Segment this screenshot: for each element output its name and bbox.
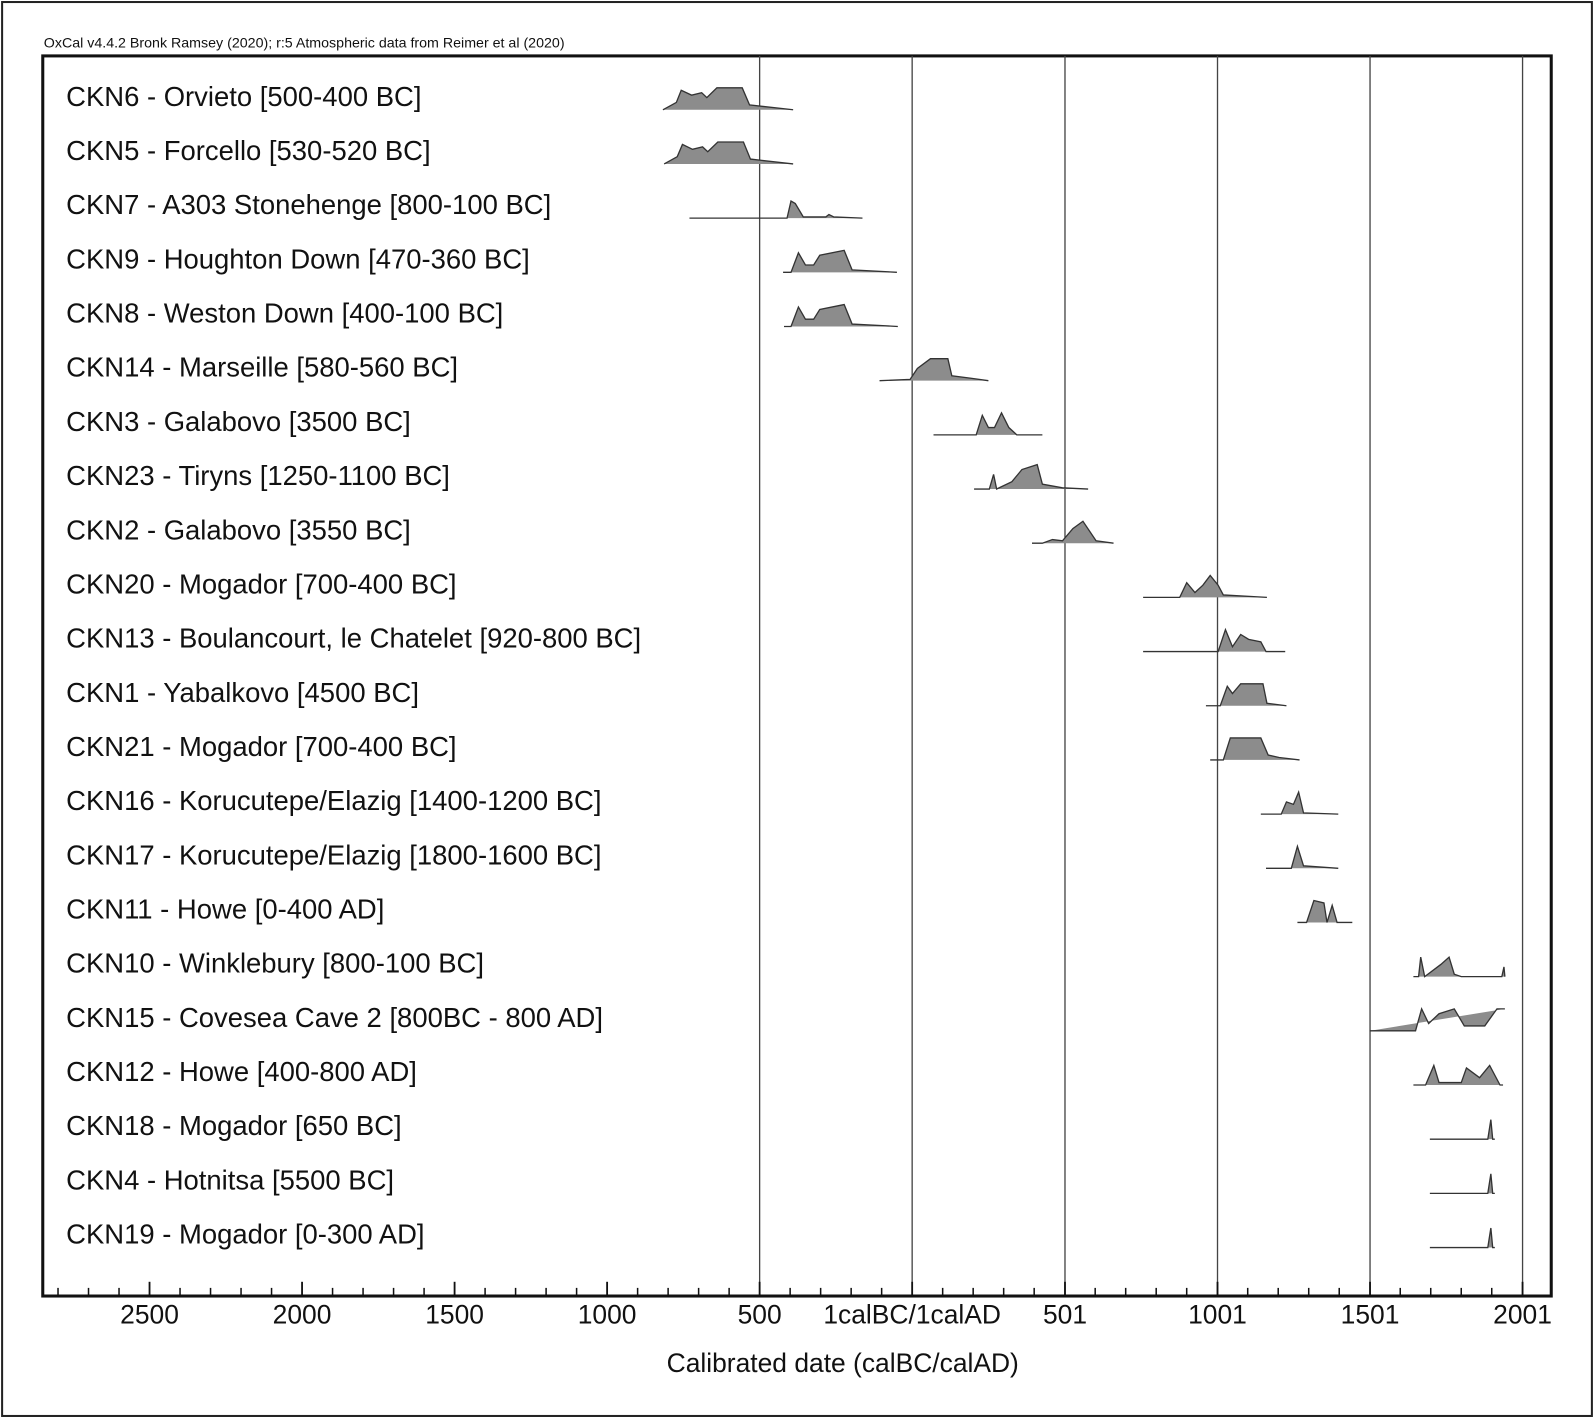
x-tick-label: 2001 [1493, 1299, 1552, 1329]
row-label: CKN8 - Weston Down [400-100 BC] [66, 298, 503, 329]
probability-distribution [1143, 627, 1286, 653]
row-label: CKN10 - Winklebury [800-100 BC] [66, 948, 484, 979]
probability-distribution [1260, 790, 1339, 815]
row-label: CKN16 - Korucutepe/Elazig [1400-1200 BC] [66, 785, 601, 816]
row-label: CKN9 - Houghton Down [470-360 BC] [66, 243, 530, 274]
probability-distribution [974, 463, 1089, 490]
probability-distribution [1429, 1173, 1495, 1195]
plot-frame [41, 54, 1553, 1298]
row-label: CKN3 - Galabovo [3500 BC] [66, 406, 411, 437]
row-label: CKN20 - Mogador [700-400 BC] [66, 568, 456, 599]
probability-distribution [879, 358, 989, 382]
x-tick-label: 2000 [273, 1299, 332, 1329]
x-tick-label: 1501 [1341, 1299, 1400, 1329]
probability-distribution [933, 411, 1043, 436]
row-label: CKN7 - A303 Stonehenge [800-100 BC] [66, 189, 551, 220]
row-label: CKN19 - Mogador [0-300 AD] [66, 1219, 424, 1250]
row-label: CKN4 - Hotnitsa [5500 BC] [66, 1164, 394, 1195]
row-label: CKN13 - Boulancourt, le Chatelet [920-80… [66, 623, 641, 654]
row-label: CKN14 - Marseille [580-560 BC] [66, 352, 458, 383]
x-tick-label: 1000 [578, 1299, 637, 1329]
probability-distribution [1205, 683, 1287, 707]
probability-distribution [783, 249, 897, 273]
row-label: CKN11 - Howe [0-400 AD] [66, 894, 384, 925]
probability-distribution [783, 303, 898, 328]
chart-title: OxCal v4.4.2 Bronk Ramsey (2020); r:5 At… [44, 35, 565, 51]
x-tick-label: 1500 [425, 1299, 484, 1329]
probability-distribution [1413, 1063, 1504, 1086]
row-label: CKN23 - Tiryns [1250-1100 BC] [66, 460, 450, 491]
probability-distribution [1413, 955, 1506, 978]
row-label: CKN5 - Forcello [530-520 BC] [66, 135, 430, 166]
probability-distribution [1266, 843, 1339, 869]
x-axis-title: Calibrated date (calBC/calAD) [667, 1348, 1019, 1378]
probability-distribution [689, 200, 863, 219]
probability-distribution [1143, 574, 1267, 599]
row-label: CKN12 - Howe [400-800 AD] [66, 1056, 417, 1087]
probability-distribution [1297, 899, 1353, 924]
probability-distribution [1032, 520, 1114, 544]
row-label: CKN1 - Yabalkovo [4500 BC] [66, 677, 419, 708]
x-tick-label: 1001 [1188, 1299, 1247, 1329]
x-tick-label: 500 [738, 1299, 782, 1329]
x-tick-label: 2500 [120, 1299, 179, 1329]
probability-distribution [1429, 1227, 1495, 1249]
row-label: CKN21 - Mogador [700-400 BC] [66, 731, 456, 762]
probability-distribution [662, 87, 794, 111]
x-tick-label: 501 [1043, 1299, 1087, 1329]
x-tick-label: 1calBC/1calAD [823, 1299, 1001, 1329]
probability-distribution [663, 141, 794, 165]
row-label: CKN18 - Mogador [650 BC] [66, 1110, 402, 1141]
row-label: CKN17 - Korucutepe/Elazig [1800-1600 BC] [66, 839, 601, 870]
probability-distribution [1429, 1119, 1495, 1140]
probability-distribution [1369, 1006, 1505, 1032]
row-label: CKN6 - Orvieto [500-400 BC] [66, 81, 421, 112]
probability-distribution [1210, 737, 1300, 761]
row-label: CKN15 - Covesea Cave 2 [800BC - 800 AD] [66, 1002, 603, 1033]
row-label: CKN2 - Galabovo [3550 BC] [66, 514, 411, 545]
